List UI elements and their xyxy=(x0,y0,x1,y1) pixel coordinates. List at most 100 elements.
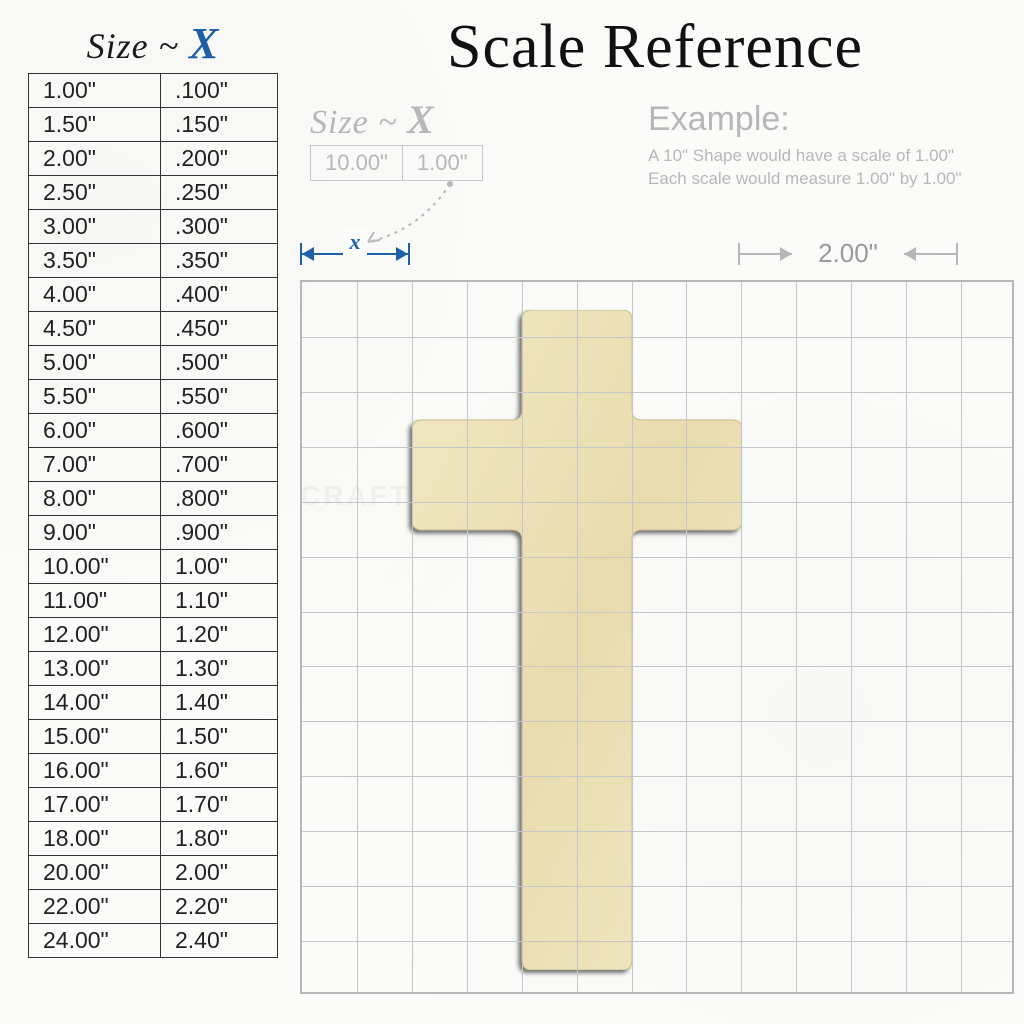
table-row: 5.00".500" xyxy=(29,346,278,380)
table-cell: .150" xyxy=(160,108,277,142)
page-title: Scale Reference xyxy=(300,12,1010,83)
reference-grid xyxy=(300,280,1014,994)
table-row: 1.00".100" xyxy=(29,74,278,108)
table-row: 11.00"1.10" xyxy=(29,584,278,618)
table-cell: 1.70" xyxy=(160,788,277,822)
table-row: 4.50".450" xyxy=(29,312,278,346)
table-row: 3.50".350" xyxy=(29,244,278,278)
table-row: 13.00"1.30" xyxy=(29,652,278,686)
mini-title-prefix: Size ~ xyxy=(310,104,407,141)
table-row: 17.00"1.70" xyxy=(29,788,278,822)
table-cell: 2.00" xyxy=(160,856,277,890)
table-cell: .400" xyxy=(160,278,277,312)
two-inch-marker: 2.00" xyxy=(738,234,958,274)
table-cell: .450" xyxy=(160,312,277,346)
mini-cell-scale: 1.00" xyxy=(402,146,482,181)
table-cell: 1.50" xyxy=(29,108,161,142)
table-cell: 20.00" xyxy=(29,856,161,890)
table-cell: 18.00" xyxy=(29,822,161,856)
table-row: 15.00"1.50" xyxy=(29,720,278,754)
table-cell: 5.00" xyxy=(29,346,161,380)
table-row: 16.00"1.60" xyxy=(29,754,278,788)
table-cell: 6.00" xyxy=(29,414,161,448)
table-cell: 7.00" xyxy=(29,448,161,482)
mini-title-x: X xyxy=(407,97,435,142)
example-heading: Example: xyxy=(648,100,962,139)
scale-table-title: Size ~ X xyxy=(28,18,278,69)
title-prefix: Size ~ xyxy=(87,26,189,66)
table-cell: 15.00" xyxy=(29,720,161,754)
table-cell: .250" xyxy=(160,176,277,210)
table-cell: .100" xyxy=(160,74,277,108)
table-row: 20.00"2.00" xyxy=(29,856,278,890)
table-row: 10.00"1.00" xyxy=(29,550,278,584)
table-cell: 4.50" xyxy=(29,312,161,346)
table-cell: 10.00" xyxy=(29,550,161,584)
table-cell: 1.00" xyxy=(160,550,277,584)
table-row: 3.00".300" xyxy=(29,210,278,244)
table-cell: 2.50" xyxy=(29,176,161,210)
example-text: Example: A 10" Shape would have a scale … xyxy=(648,100,962,191)
x-marker-label: x xyxy=(343,229,367,255)
table-cell: .700" xyxy=(160,448,277,482)
table-cell: 1.60" xyxy=(160,754,277,788)
table-cell: .900" xyxy=(160,516,277,550)
table-row: 4.00".400" xyxy=(29,278,278,312)
x-dimension-marker: x xyxy=(300,235,410,275)
mini-table: 10.00" 1.00" xyxy=(310,145,483,181)
table-row: 22.00"2.20" xyxy=(29,890,278,924)
table-cell: 1.10" xyxy=(160,584,277,618)
table-row: 2.50".250" xyxy=(29,176,278,210)
table-cell: 2.20" xyxy=(160,890,277,924)
table-cell: 2.00" xyxy=(29,142,161,176)
table-cell: 17.00" xyxy=(29,788,161,822)
table-cell: 24.00" xyxy=(29,924,161,958)
table-cell: 1.30" xyxy=(160,652,277,686)
title-x: X xyxy=(189,19,219,68)
table-row: 18.00"1.80" xyxy=(29,822,278,856)
table-cell: .550" xyxy=(160,380,277,414)
table-cell: .800" xyxy=(160,482,277,516)
table-row: 7.00".700" xyxy=(29,448,278,482)
scale-table-container: Size ~ X 1.00".100"1.50".150"2.00".200"2… xyxy=(28,18,278,958)
table-cell: 1.40" xyxy=(160,686,277,720)
table-cell: .300" xyxy=(160,210,277,244)
table-cell: 2.40" xyxy=(160,924,277,958)
table-row: 5.50".550" xyxy=(29,380,278,414)
grid-line xyxy=(302,886,1012,887)
table-cell: 1.20" xyxy=(160,618,277,652)
table-cell: 5.50" xyxy=(29,380,161,414)
table-row: 1.50".150" xyxy=(29,108,278,142)
mini-cell-size: 10.00" xyxy=(311,146,403,181)
mini-title: Size ~ X xyxy=(310,96,483,143)
table-cell: 9.00" xyxy=(29,516,161,550)
example-line-2: Each scale would measure 1.00" by 1.00" xyxy=(648,168,962,191)
table-cell: 22.00" xyxy=(29,890,161,924)
scale-table: 1.00".100"1.50".150"2.00".200"2.50".250"… xyxy=(28,73,278,958)
example-line-1: A 10" Shape would have a scale of 1.00" xyxy=(648,145,962,168)
table-row: 9.00".900" xyxy=(29,516,278,550)
table-cell: 3.50" xyxy=(29,244,161,278)
table-cell: 11.00" xyxy=(29,584,161,618)
grid-line xyxy=(302,941,1012,942)
table-row: 6.00".600" xyxy=(29,414,278,448)
table-cell: 3.00" xyxy=(29,210,161,244)
table-cell: 1.50" xyxy=(160,720,277,754)
table-cell: 14.00" xyxy=(29,686,161,720)
table-row: 24.00"2.40" xyxy=(29,924,278,958)
table-row: 2.00".200" xyxy=(29,142,278,176)
table-cell: 16.00" xyxy=(29,754,161,788)
table-cell: .500" xyxy=(160,346,277,380)
table-cell: 13.00" xyxy=(29,652,161,686)
table-cell: 8.00" xyxy=(29,482,161,516)
grid-line xyxy=(961,282,962,992)
table-cell: 12.00" xyxy=(29,618,161,652)
table-cell: .600" xyxy=(160,414,277,448)
table-cell: .350" xyxy=(160,244,277,278)
table-row: 12.00"1.20" xyxy=(29,618,278,652)
table-row: 14.00"1.40" xyxy=(29,686,278,720)
table-cell: 1.80" xyxy=(160,822,277,856)
table-cell: 4.00" xyxy=(29,278,161,312)
mini-size-box: Size ~ X 10.00" 1.00" xyxy=(310,96,483,181)
table-row: 8.00".800" xyxy=(29,482,278,516)
